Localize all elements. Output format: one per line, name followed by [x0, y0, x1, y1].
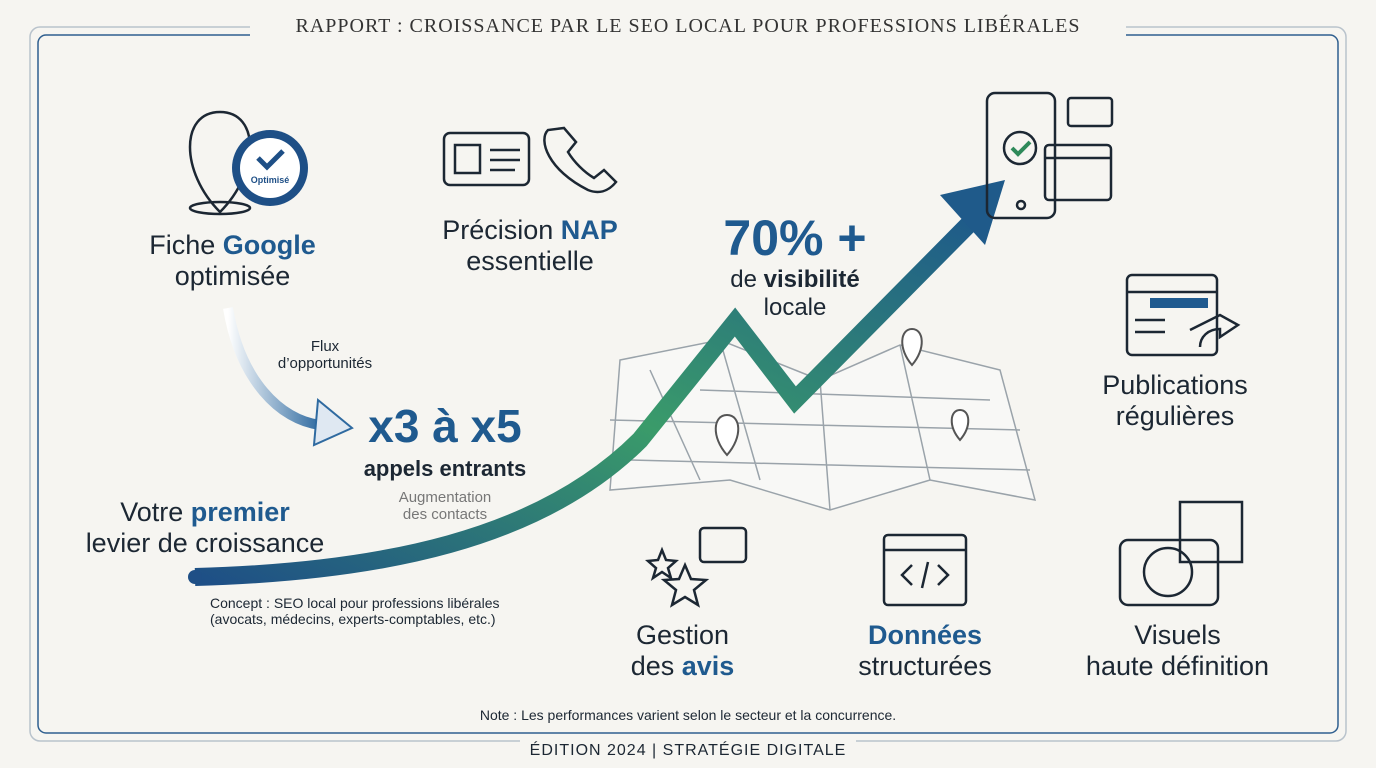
flow-arrow-head [312, 398, 354, 447]
growth-arrow [194, 211, 982, 586]
title-gap [250, 12, 1126, 42]
flow-label: Flux d’opportunités [250, 338, 400, 373]
reviews: Gestion des avis [590, 620, 775, 682]
text: Fiche [149, 230, 223, 260]
highlight: NAP [560, 215, 618, 245]
highlight: Google [222, 230, 316, 260]
text: des contacts [402, 506, 488, 524]
text: Votre [120, 497, 191, 527]
text: d’opportunités [277, 355, 373, 373]
title: RAPPORT : CROISSANCE PAR LE SEO LOCAL PO… [295, 15, 1081, 37]
text: structurées [858, 651, 992, 682]
text: Concept : SEO local pour professions lib… [210, 595, 500, 611]
text: optimisée [174, 261, 291, 292]
text: locale [763, 293, 827, 321]
footer: ÉDITION 2024 | STRATÉGIE DIGITALE [529, 742, 847, 759]
text: Gestion [635, 620, 730, 650]
footer-gap [520, 735, 856, 765]
calls-note: Augmentation des contacts [370, 489, 520, 524]
flow-arrow [223, 307, 321, 430]
highlight: premier [190, 497, 290, 527]
text: Précision [442, 215, 561, 245]
badge-check [256, 149, 285, 171]
nap: Précision NAP essentielle [415, 215, 645, 277]
phone-icon [543, 126, 618, 194]
visibility: de visibilité locale [700, 266, 890, 321]
highlight: avis [681, 651, 735, 682]
text: haute définition [1085, 651, 1270, 682]
note: Note : Les performances varient selon le… [479, 707, 897, 723]
calls-subtitle: appels entrants [363, 456, 527, 481]
card-icon [442, 131, 531, 187]
text: des [630, 651, 682, 682]
text: essentielle [466, 246, 594, 277]
map-pins [714, 327, 970, 457]
text: Visuels [1134, 620, 1221, 650]
check-circle [1002, 130, 1038, 166]
concept: Concept : SEO local pour professions lib… [210, 595, 499, 627]
arrow-head [940, 180, 1005, 245]
google-card: Fiche Google optimisée [120, 230, 345, 292]
camera-icon [1118, 538, 1220, 607]
visibility-headline: 70% + [723, 210, 867, 266]
structured-data: Données structurées [830, 620, 1020, 682]
highlight: visibilité [763, 266, 860, 293]
text: Augmentation [398, 489, 492, 506]
arrow-start [188, 570, 202, 584]
text: régulières [1115, 401, 1235, 432]
text: de [730, 266, 764, 293]
code-icon [882, 533, 968, 607]
stars-icon [645, 546, 710, 608]
highlight: Données [867, 620, 983, 650]
map [609, 339, 1037, 511]
calendar-bar [1150, 298, 1208, 308]
check-mark [1010, 140, 1032, 157]
calls-headline: x3 à x5 [368, 400, 522, 452]
text: Flux [310, 338, 340, 355]
publications: Publications régulières [1075, 370, 1275, 432]
text: levier de croissance [85, 528, 325, 559]
calendar-icon [1125, 273, 1219, 357]
icons [188, 91, 1244, 608]
text: (avocats, médecins, experts-comptables, … [210, 611, 496, 628]
mobile-icon [985, 91, 1057, 220]
badge-label: Optimisé [250, 175, 290, 185]
text: Publications [1102, 370, 1248, 400]
visuals: Visuels haute définition [1060, 620, 1295, 682]
lever: Votre premier levier de croissance [80, 497, 330, 559]
badge-inner [240, 138, 300, 198]
